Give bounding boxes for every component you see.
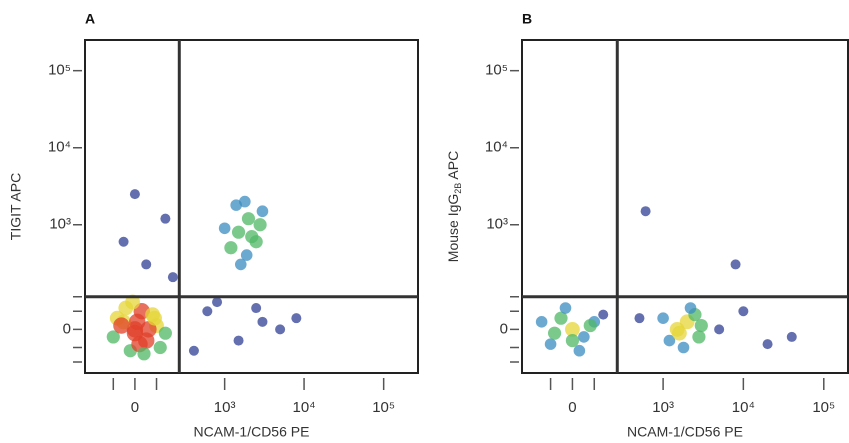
data-point bbox=[672, 325, 687, 341]
data-point bbox=[158, 326, 172, 340]
data-point bbox=[153, 340, 167, 355]
data-point bbox=[126, 324, 144, 342]
data-point bbox=[583, 318, 597, 333]
data-point bbox=[147, 310, 162, 326]
data-point bbox=[657, 312, 669, 324]
panel-label: A bbox=[85, 11, 95, 27]
data-point bbox=[253, 218, 267, 232]
y-tick-label: 0 bbox=[500, 320, 508, 337]
data-point bbox=[234, 258, 247, 271]
data-point bbox=[231, 225, 246, 239]
data-point bbox=[118, 236, 129, 247]
data-point bbox=[167, 272, 178, 283]
plot-frame bbox=[84, 39, 419, 374]
x-tick-label: 10⁵ bbox=[372, 399, 395, 416]
data-point bbox=[129, 189, 140, 200]
data-point bbox=[251, 303, 262, 314]
data-point bbox=[218, 222, 231, 235]
data-point bbox=[730, 259, 741, 270]
data-point bbox=[125, 294, 141, 310]
data-point bbox=[202, 306, 213, 317]
data-point bbox=[565, 333, 580, 348]
data-point bbox=[188, 345, 199, 356]
data-point bbox=[106, 330, 120, 344]
data-point bbox=[663, 334, 676, 347]
x-tick-label: 0 bbox=[568, 399, 576, 416]
data-point bbox=[640, 206, 651, 217]
data-point bbox=[224, 241, 238, 255]
y-tick-label: 10⁴ bbox=[485, 139, 508, 156]
x-axis-label: NCAM-1/CD56 PE bbox=[627, 424, 743, 440]
data-point bbox=[113, 317, 130, 334]
subscript: 2B bbox=[453, 183, 463, 194]
x-tick-label: 10³ bbox=[214, 399, 236, 416]
data-point bbox=[240, 249, 253, 261]
plot-frame bbox=[521, 39, 849, 374]
y-tick-label: 10³ bbox=[486, 216, 508, 233]
label-part: APC bbox=[445, 151, 461, 183]
data-point bbox=[535, 316, 548, 328]
x-axis-label: NCAM-1/CD56 PE bbox=[194, 424, 310, 440]
data-point bbox=[684, 302, 697, 314]
data-point bbox=[573, 344, 586, 357]
data-point bbox=[578, 331, 590, 343]
y-tick-label: 10⁴ bbox=[48, 139, 71, 156]
data-point bbox=[554, 311, 568, 325]
data-point bbox=[634, 313, 645, 324]
data-point bbox=[291, 313, 302, 324]
data-point bbox=[230, 199, 242, 211]
data-point bbox=[565, 321, 580, 337]
y-tick-label: 10⁵ bbox=[485, 62, 508, 79]
y-tick-label: 10³ bbox=[49, 216, 71, 233]
data-point bbox=[714, 324, 725, 335]
y-tick-label: 0 bbox=[63, 320, 71, 337]
data-point bbox=[212, 297, 223, 308]
y-axis-label: TIGIT APC bbox=[8, 173, 24, 240]
data-point bbox=[256, 205, 269, 218]
data-point bbox=[275, 324, 286, 335]
data-point bbox=[233, 335, 244, 346]
data-point bbox=[137, 347, 151, 361]
data-point bbox=[544, 338, 557, 350]
data-point bbox=[160, 213, 171, 224]
x-tick-label: 10³ bbox=[652, 399, 674, 416]
data-point bbox=[692, 330, 706, 344]
x-tick-label: 10⁴ bbox=[292, 399, 315, 416]
data-point bbox=[738, 306, 749, 317]
data-point bbox=[677, 341, 690, 354]
y-axis-label: Mouse IgG2B APC bbox=[445, 151, 464, 262]
y-tick-label: 10⁵ bbox=[48, 62, 71, 79]
x-tick-label: 10⁵ bbox=[812, 399, 835, 416]
x-tick-label: 10⁴ bbox=[732, 399, 755, 416]
panel-label: B bbox=[522, 11, 532, 27]
data-point bbox=[245, 230, 259, 244]
data-point bbox=[786, 331, 797, 342]
data-point bbox=[141, 259, 152, 270]
label-part: Mouse IgG bbox=[445, 194, 461, 262]
data-point bbox=[762, 339, 773, 350]
data-point bbox=[598, 309, 609, 320]
data-point bbox=[257, 316, 268, 327]
data-point bbox=[694, 318, 708, 333]
data-point bbox=[547, 326, 562, 340]
data-point bbox=[559, 302, 572, 314]
data-point bbox=[241, 212, 256, 226]
x-tick-label: 0 bbox=[131, 399, 139, 416]
